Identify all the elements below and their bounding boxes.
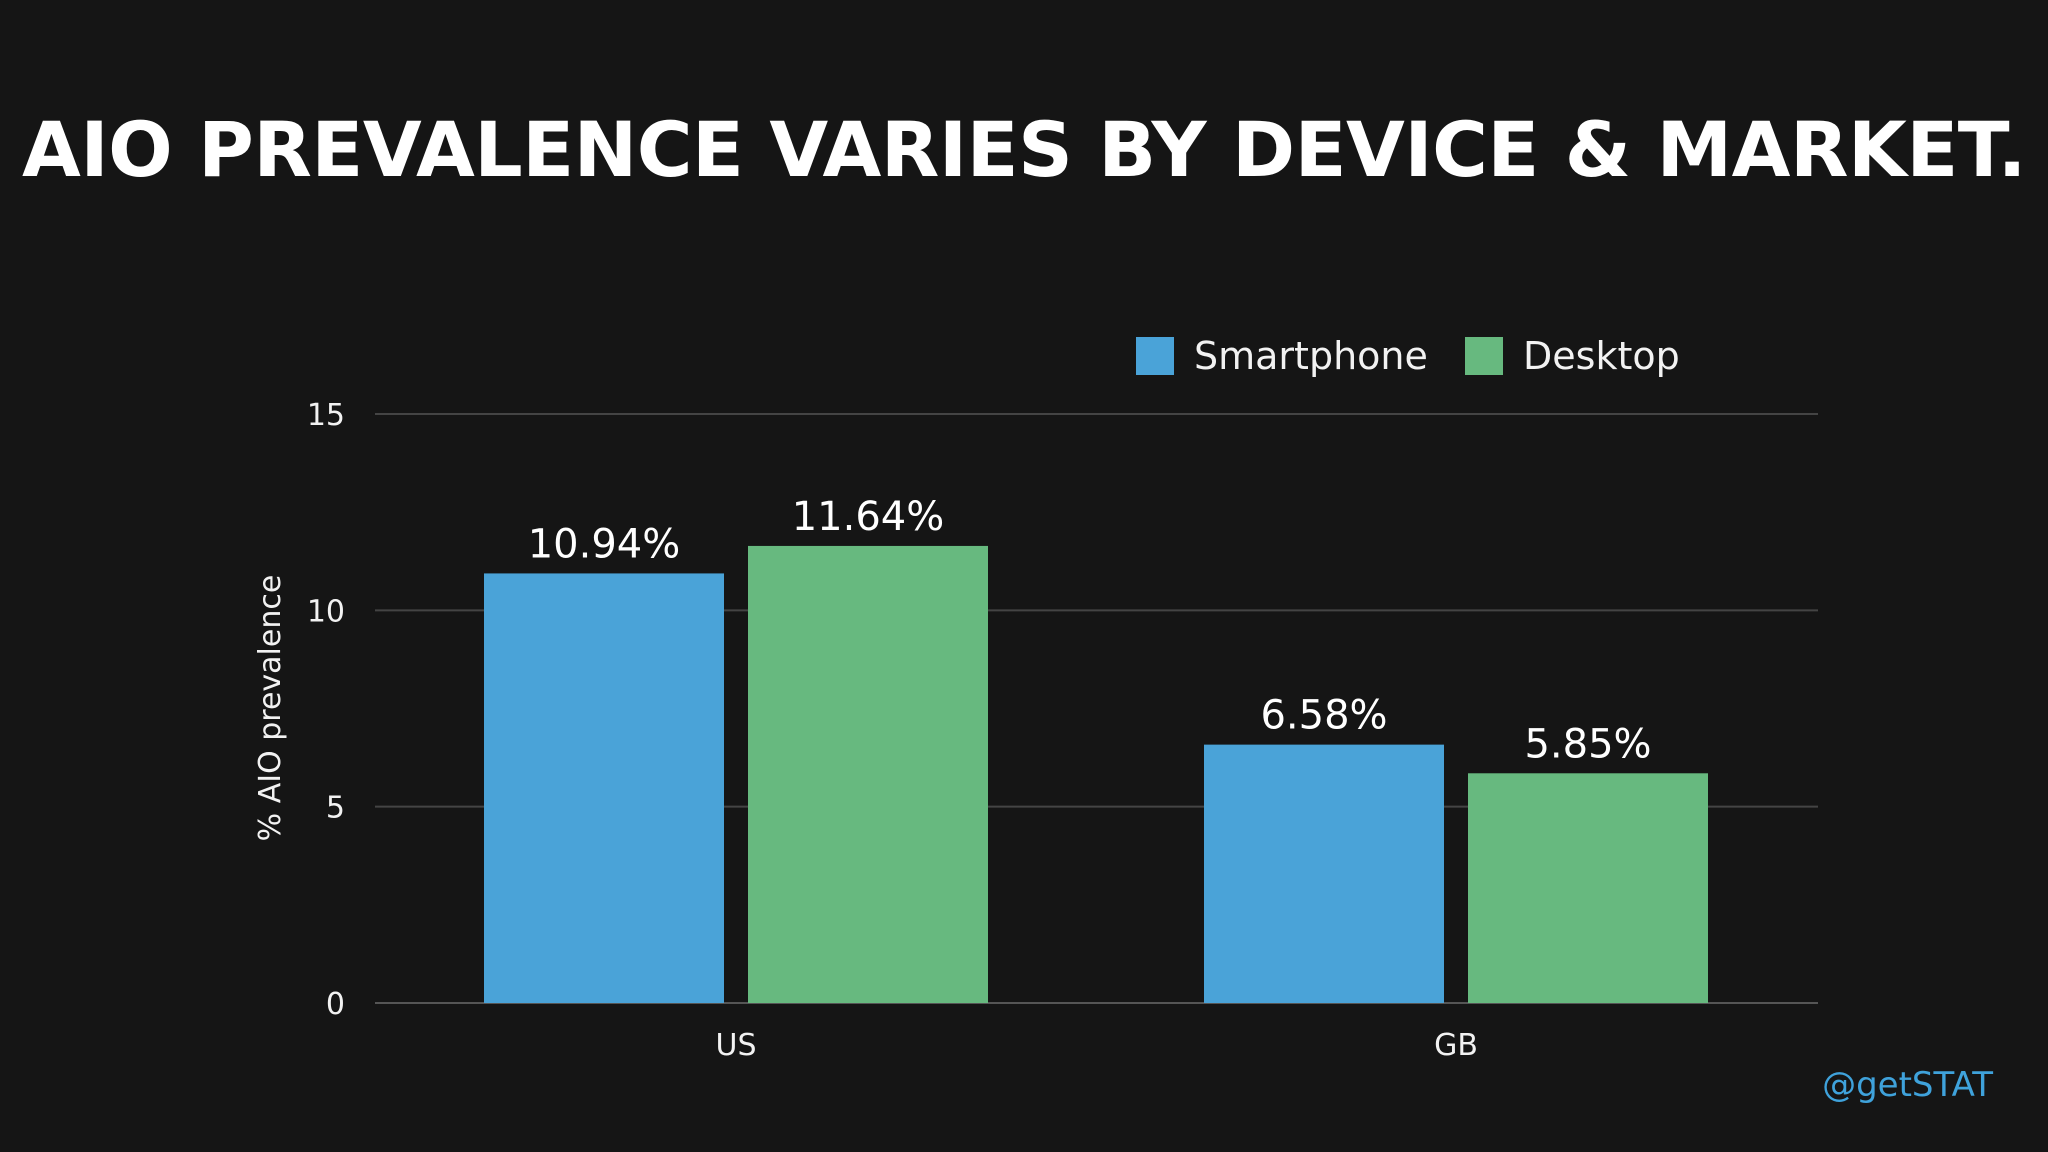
legend: Smartphone Desktop [1136,334,1680,378]
y-tick-label: 0 [326,987,345,1022]
bar-smartphone-us [484,573,724,1003]
bars [484,545,1708,1003]
legend-swatch-smartphone [1136,337,1174,375]
data-label-smartphone-gb: 6.58% [1260,693,1387,739]
bar-desktop-gb [1468,773,1708,1003]
y-axis-ticks: 0 5 10 15 [307,398,345,1022]
y-tick-label: 10 [307,594,345,629]
twitter-handle: @getSTAT [1822,1065,1993,1105]
bar-smartphone-gb [1204,744,1444,1003]
data-label-desktop-gb: 5.85% [1524,721,1651,767]
data-labels: 10.94% 11.64% 6.58% 5.85% [528,494,1652,767]
y-tick-label: 15 [307,398,345,433]
slide-title: AIO PREVALENCE VARIES BY DEVICE & MARKET… [22,105,2026,194]
y-tick-label: 5 [326,791,345,826]
bar-desktop-us [748,545,988,1003]
legend-label-smartphone: Smartphone [1194,334,1428,378]
x-tick-label: US [715,1028,756,1063]
x-axis-ticks: US GB [715,1028,1477,1063]
x-tick-label: GB [1434,1028,1478,1063]
y-axis-label: % AIO prevalence [253,575,288,842]
data-label-smartphone-us: 10.94% [528,521,681,567]
legend-swatch-desktop [1465,337,1503,375]
data-label-desktop-us: 11.64% [792,494,945,540]
legend-label-desktop: Desktop [1523,334,1680,378]
